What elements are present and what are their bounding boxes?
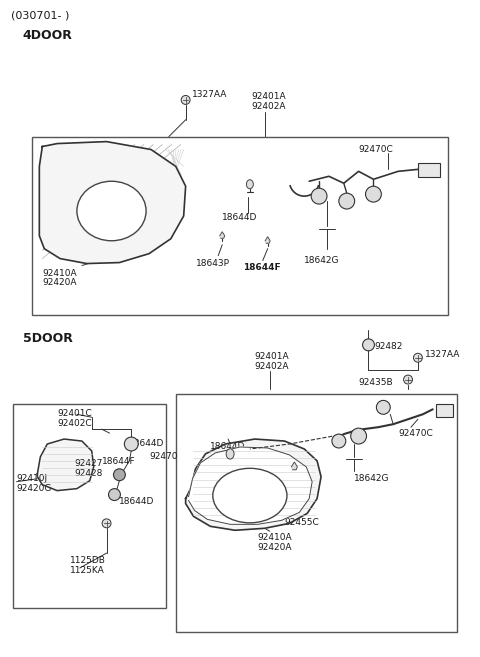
Text: 92420A: 92420A: [42, 279, 77, 287]
Text: 4DOOR: 4DOOR: [23, 28, 72, 41]
Circle shape: [366, 186, 381, 202]
Polygon shape: [189, 447, 312, 524]
Text: 92401A: 92401A: [255, 351, 289, 361]
Text: 1327AA: 1327AA: [192, 90, 227, 99]
Polygon shape: [265, 237, 270, 243]
Text: 18644D: 18644D: [210, 442, 246, 451]
Text: 92410A: 92410A: [258, 533, 292, 542]
Ellipse shape: [226, 449, 234, 459]
Polygon shape: [37, 439, 94, 491]
FancyBboxPatch shape: [418, 164, 440, 177]
Text: 1125KA: 1125KA: [70, 566, 105, 575]
Text: 92427: 92427: [74, 459, 102, 468]
Ellipse shape: [246, 180, 253, 189]
Text: 1327AA: 1327AA: [425, 350, 460, 359]
Text: 92470: 92470: [149, 452, 178, 461]
Text: 92435B: 92435B: [359, 378, 393, 386]
Text: 92420A: 92420A: [258, 543, 292, 552]
Text: 18644D: 18644D: [222, 213, 258, 222]
Text: 92482: 92482: [374, 342, 403, 351]
Polygon shape: [186, 439, 321, 530]
Polygon shape: [39, 142, 186, 263]
Circle shape: [181, 95, 190, 104]
Polygon shape: [220, 232, 225, 238]
Circle shape: [376, 400, 390, 415]
Text: 18644D: 18644D: [129, 439, 165, 448]
Ellipse shape: [77, 181, 146, 240]
Text: 18643P: 18643P: [195, 259, 229, 267]
FancyBboxPatch shape: [12, 404, 166, 608]
Circle shape: [404, 375, 412, 384]
Text: 92402C: 92402C: [57, 419, 92, 428]
Text: 18642G: 18642G: [354, 474, 389, 483]
Polygon shape: [291, 462, 297, 470]
Text: 92401C: 92401C: [57, 409, 92, 419]
Text: (030701- ): (030701- ): [11, 11, 69, 21]
Circle shape: [413, 353, 422, 362]
Text: 92470C: 92470C: [398, 429, 433, 438]
Circle shape: [102, 519, 111, 528]
Text: 92402A: 92402A: [252, 102, 287, 111]
Text: 92401A: 92401A: [252, 92, 287, 101]
Text: 18644F: 18644F: [102, 457, 135, 466]
Circle shape: [311, 188, 327, 204]
Circle shape: [124, 437, 138, 451]
FancyBboxPatch shape: [176, 394, 457, 633]
Text: 18644F: 18644F: [275, 479, 308, 487]
Text: 1125DB: 1125DB: [70, 556, 106, 565]
Text: 92402A: 92402A: [255, 362, 289, 371]
Text: 18643D: 18643D: [275, 489, 310, 497]
Ellipse shape: [213, 468, 287, 523]
Text: 18642G: 18642G: [304, 256, 340, 265]
Text: 18644F: 18644F: [243, 263, 281, 271]
FancyBboxPatch shape: [436, 404, 454, 417]
Text: 92410J: 92410J: [17, 474, 48, 483]
Text: 92428: 92428: [74, 469, 102, 478]
FancyBboxPatch shape: [33, 137, 447, 315]
Circle shape: [113, 469, 125, 481]
Circle shape: [108, 489, 120, 501]
Circle shape: [332, 434, 346, 448]
Text: 18644D: 18644D: [120, 497, 155, 506]
Circle shape: [339, 193, 355, 209]
Text: 5DOOR: 5DOOR: [23, 332, 72, 345]
Text: 92410A: 92410A: [42, 269, 77, 277]
Circle shape: [351, 428, 367, 444]
Text: 92470C: 92470C: [359, 145, 394, 154]
Text: 92420G: 92420G: [17, 484, 52, 493]
Circle shape: [362, 339, 374, 351]
Text: 92455C: 92455C: [285, 518, 319, 528]
